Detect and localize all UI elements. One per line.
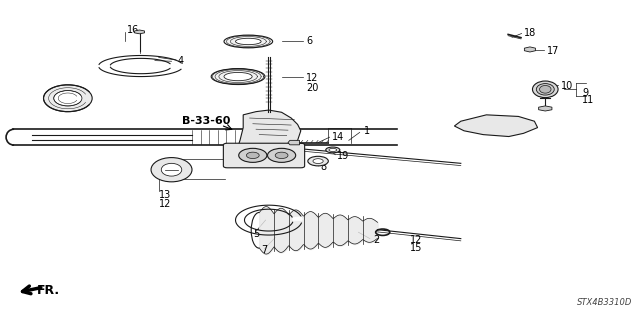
Ellipse shape (313, 159, 323, 164)
Ellipse shape (161, 163, 182, 176)
Circle shape (239, 148, 267, 162)
Text: 4: 4 (178, 56, 184, 66)
Polygon shape (454, 115, 538, 137)
Ellipse shape (44, 85, 92, 112)
Ellipse shape (54, 91, 82, 106)
Text: 5: 5 (253, 228, 259, 239)
Polygon shape (524, 47, 536, 52)
Text: 2: 2 (373, 235, 380, 245)
Text: STX4B3310D: STX4B3310D (577, 298, 632, 307)
Text: 19: 19 (337, 151, 349, 161)
Ellipse shape (211, 69, 265, 85)
Text: 11: 11 (582, 95, 595, 106)
Polygon shape (292, 217, 302, 220)
Ellipse shape (540, 85, 551, 93)
FancyBboxPatch shape (223, 143, 305, 168)
Circle shape (268, 148, 296, 162)
Text: 8: 8 (320, 162, 326, 172)
Ellipse shape (329, 148, 337, 152)
Ellipse shape (224, 72, 252, 81)
Text: B-33-60: B-33-60 (182, 115, 231, 126)
Text: 6: 6 (306, 36, 312, 47)
Text: 1: 1 (364, 126, 370, 136)
Text: 7: 7 (261, 245, 268, 256)
Text: 13: 13 (159, 189, 171, 200)
Ellipse shape (151, 158, 192, 182)
Text: 16: 16 (127, 25, 139, 35)
Circle shape (246, 152, 259, 159)
Text: 12: 12 (410, 235, 422, 245)
Ellipse shape (224, 35, 273, 48)
Text: 17: 17 (547, 46, 559, 56)
Ellipse shape (308, 156, 328, 166)
Ellipse shape (532, 81, 558, 98)
Text: 12: 12 (306, 73, 318, 83)
Polygon shape (134, 30, 145, 34)
Polygon shape (539, 106, 552, 111)
Text: 3: 3 (48, 91, 54, 101)
Text: FR.: FR. (37, 285, 60, 297)
Ellipse shape (236, 38, 261, 45)
Text: 20: 20 (306, 83, 318, 93)
Ellipse shape (536, 84, 554, 95)
Text: 18: 18 (524, 28, 536, 39)
Text: 14: 14 (332, 132, 344, 142)
Circle shape (275, 152, 288, 159)
Text: 10: 10 (561, 81, 573, 91)
Polygon shape (288, 140, 300, 145)
Ellipse shape (326, 147, 340, 153)
Text: 15: 15 (410, 243, 422, 253)
Polygon shape (237, 110, 301, 167)
Text: 12: 12 (159, 198, 171, 209)
Text: 9: 9 (582, 87, 589, 98)
